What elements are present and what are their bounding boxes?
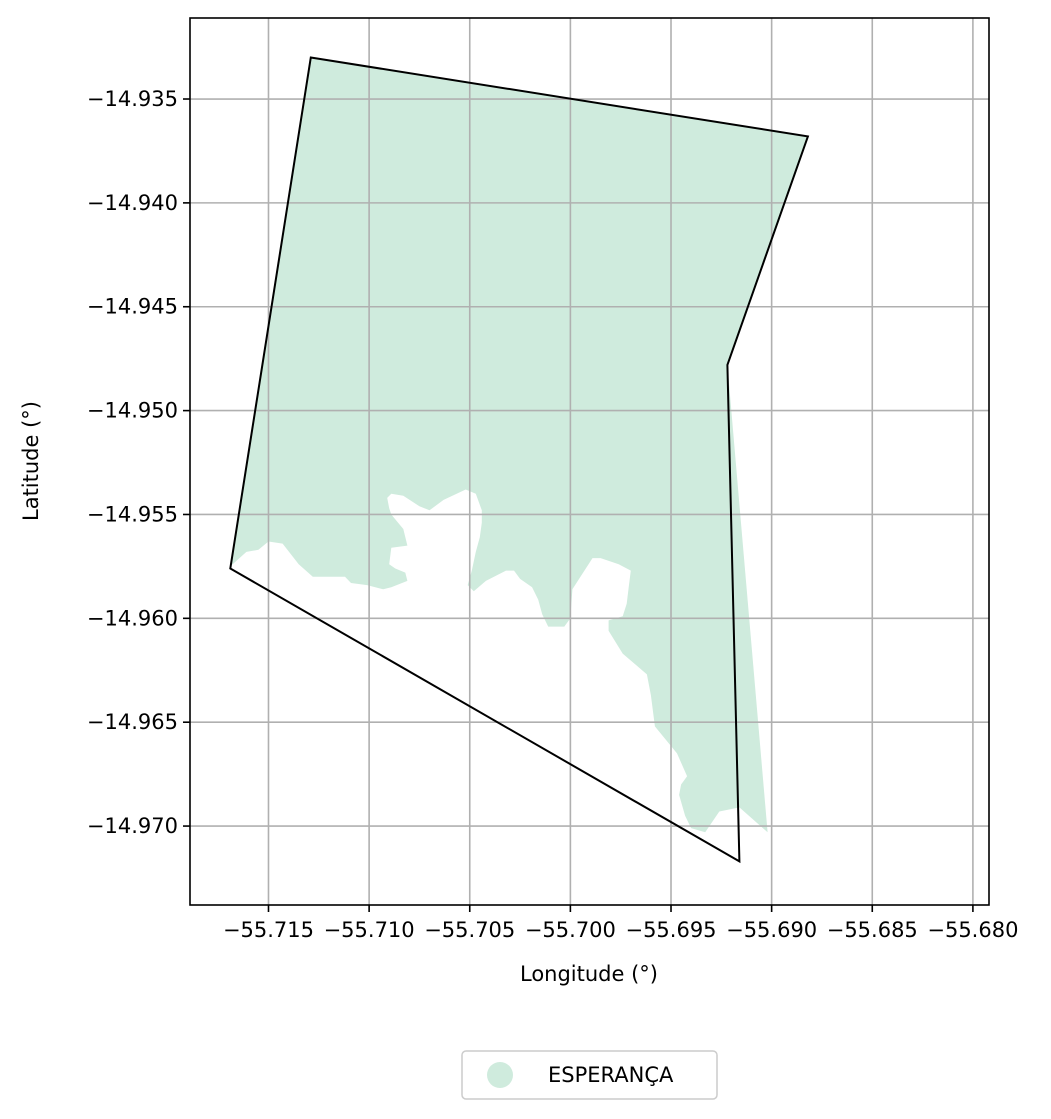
shaded-area-0: [230, 57, 808, 833]
y-tick-label-7: −14.970: [87, 814, 178, 838]
legend-label-esperanca: ESPERANÇA: [548, 1063, 674, 1087]
plot-area-frame: [189, 17, 990, 906]
y-tick-label-3: −14.950: [87, 399, 178, 423]
y-tick-label-0: −14.935: [87, 87, 178, 111]
y-axis-title: Latitude (°): [19, 401, 43, 521]
legend-frame: [461, 1050, 718, 1100]
outline-layer: [229, 56, 810, 864]
x-tick-label-0: −55.715: [223, 918, 314, 942]
x-tick-label-4: −55.695: [625, 918, 716, 942]
y-tick-label-1: −14.940: [87, 191, 178, 215]
grid-lines: [190, 18, 989, 905]
x-axis-title: Longitude (°): [520, 962, 658, 986]
x-tick-label-5: −55.690: [726, 918, 817, 942]
legend: ESPERANÇA: [461, 1050, 718, 1100]
x-tick-label-6: −55.685: [827, 918, 918, 942]
axis-ticks: −55.715 −55.710 −55.705 −55.700 −55.695 −55.6…: [87, 87, 1019, 942]
x-tick-label-3: −55.700: [525, 918, 616, 942]
boundary-outline: [229, 56, 810, 864]
y-tick-label-5: −14.960: [87, 606, 178, 630]
y-tick-label-4: −14.955: [87, 502, 178, 526]
x-tick-label-7: −55.680: [927, 918, 1018, 942]
x-tick-label-1: −55.710: [324, 918, 415, 942]
y-tick-label-2: −14.945: [87, 295, 178, 319]
x-tick-label-2: −55.705: [424, 918, 515, 942]
y-tick-label-6: −14.965: [87, 710, 178, 734]
map-shapes: [230, 57, 808, 833]
legend-marker-esperanca: [487, 1062, 513, 1088]
